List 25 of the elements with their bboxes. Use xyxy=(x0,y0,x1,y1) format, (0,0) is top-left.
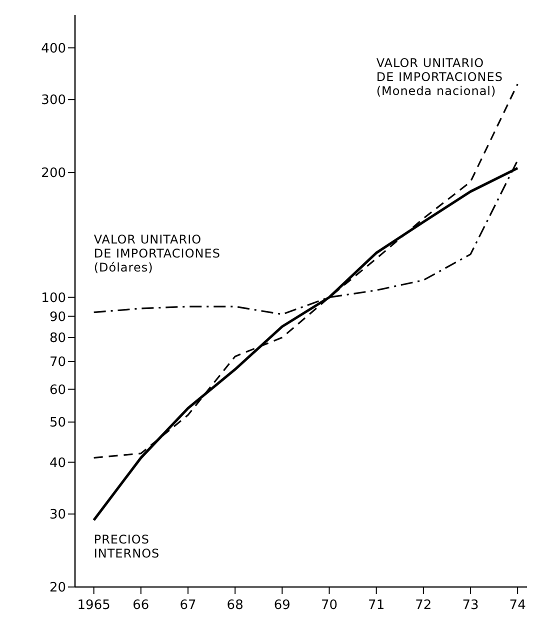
y-tick-label: 60 xyxy=(49,382,66,398)
x-tick-label: 68 xyxy=(226,598,244,613)
x-tick-label: 70 xyxy=(320,598,338,613)
text: VALOR UNITARIO DE IMPORTACIONES (Dólares) xyxy=(94,232,220,274)
series-label: VALOR UNITARIO DE IMPORTACIONES (Moneda nacional) xyxy=(376,56,503,98)
y-tick-label: 70 xyxy=(49,355,66,370)
y-tick-label: 50 xyxy=(49,416,66,431)
y-tick-label: 300 xyxy=(41,93,66,108)
x-tick-label: 1965 xyxy=(77,598,110,613)
x-tick-label: 67 xyxy=(180,598,196,613)
y-tick-label: 90 xyxy=(49,310,66,325)
y-tick-label: 40 xyxy=(49,456,66,471)
y-tick-label: 30 xyxy=(49,508,66,523)
x-tick-label: 74 xyxy=(509,598,526,613)
y-tick-label: 20 xyxy=(49,580,66,596)
y-tick-label: 200 xyxy=(41,166,66,182)
x-tick-label: 72 xyxy=(415,598,432,613)
y-tick-label: 80 xyxy=(49,331,66,346)
x-tick-label: 73 xyxy=(462,598,479,613)
x-tick-label: 71 xyxy=(368,598,385,613)
x-tick-label: 69 xyxy=(274,598,290,613)
series-label: PRECIOS INTERNOS xyxy=(94,532,160,560)
y-tick-label: 100 xyxy=(41,290,66,306)
x-tick-label: 66 xyxy=(132,598,150,613)
y-tick-label: 400 xyxy=(41,41,66,56)
